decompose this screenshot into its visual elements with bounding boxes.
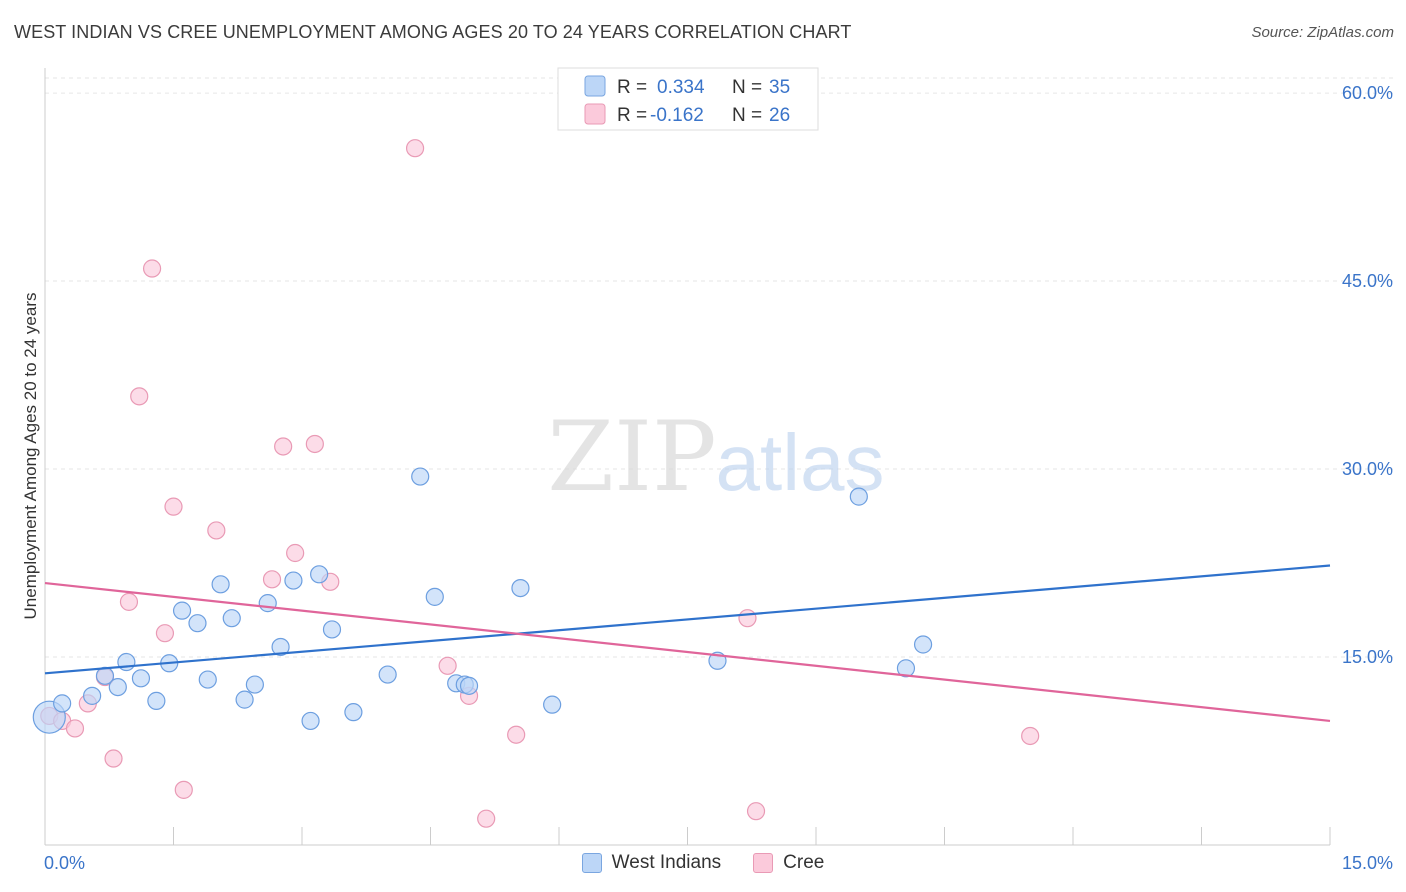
cree-point-23 bbox=[738, 609, 757, 628]
cree-trend-line bbox=[44, 581, 1331, 723]
legend-r-label-blue: R = bbox=[617, 77, 647, 98]
west-indians-point-2 bbox=[83, 686, 102, 705]
x-tick-label-0: 0.0% bbox=[44, 853, 85, 873]
west-indians-point-17 bbox=[271, 637, 290, 657]
west-indians-point-23 bbox=[378, 665, 397, 684]
cree-point-11 bbox=[174, 780, 193, 799]
west-indians-point-13 bbox=[222, 609, 241, 628]
y-tick-label-0: 15.0% bbox=[1342, 647, 1393, 667]
west-indians-point-1 bbox=[53, 694, 72, 713]
west-indians-point-7 bbox=[147, 691, 166, 710]
chart-title: WEST INDIAN VS CREE UNEMPLOYMENT AMONG A… bbox=[14, 22, 852, 42]
watermark: ZIP atlas bbox=[547, 401, 884, 513]
west-indians-point-31 bbox=[896, 659, 916, 678]
legend-swatch-blue bbox=[581, 853, 602, 873]
x-ticks bbox=[44, 827, 1331, 845]
legend-item-west-indians[interactable]: West Indians bbox=[581, 852, 722, 874]
legend-r-value-blue: 0.334 bbox=[657, 77, 705, 98]
cree-point-13 bbox=[262, 570, 282, 589]
x-tick-label-1: 15.0% bbox=[1342, 853, 1393, 873]
y-tick-label-1: 30.0% bbox=[1342, 459, 1393, 479]
trend-lines bbox=[44, 564, 1331, 723]
cree-point-9 bbox=[155, 624, 175, 643]
west-indians-point-6 bbox=[131, 669, 151, 688]
west-indians-point-25 bbox=[425, 587, 444, 606]
legend-bottom: West Indians Cree bbox=[0, 852, 1406, 874]
legend-r-label-pink: R = bbox=[617, 105, 647, 126]
cree-point-25 bbox=[1021, 726, 1040, 746]
cree-point-10 bbox=[164, 497, 183, 516]
west-indians-point-21 bbox=[322, 620, 342, 639]
watermark-zip: ZIP bbox=[547, 401, 716, 513]
cree-point-15 bbox=[286, 543, 305, 563]
cree-point-8 bbox=[142, 259, 162, 278]
cree-point-21 bbox=[477, 809, 496, 828]
legend-r-value-pink: -0.162 bbox=[650, 105, 704, 126]
west-indians-point-19 bbox=[301, 711, 320, 731]
west-indians-point-22 bbox=[344, 703, 363, 722]
west-indians-point-20 bbox=[310, 565, 329, 584]
west-indians-point-32 bbox=[913, 635, 933, 654]
west-indians-trend-line bbox=[44, 564, 1331, 675]
cree-point-24 bbox=[746, 802, 766, 821]
cree-point-2 bbox=[65, 719, 85, 738]
west-indians-point-24 bbox=[411, 467, 430, 486]
cree-points bbox=[40, 139, 1040, 828]
y-tick-label-3: 60.0% bbox=[1342, 83, 1393, 103]
west-indians-point-12 bbox=[211, 575, 230, 594]
west-indians-point-29 bbox=[543, 695, 562, 714]
west-indians-point-33 bbox=[849, 487, 868, 506]
legend-n-value-blue: 35 bbox=[769, 77, 790, 98]
chart-source: Source: ZipAtlas.com bbox=[1251, 24, 1394, 41]
cree-point-19 bbox=[438, 656, 457, 675]
west-indians-point-15 bbox=[245, 675, 264, 694]
cree-point-22 bbox=[507, 725, 526, 744]
legend-label-west-indians: West Indians bbox=[611, 852, 722, 873]
legend-swatch-pink bbox=[753, 853, 774, 873]
legend-label-cree: Cree bbox=[783, 852, 825, 873]
west-indians-point-14 bbox=[235, 690, 254, 709]
grid-lines bbox=[45, 77, 1395, 658]
x-tick-labels: 0.0% 15.0% bbox=[44, 853, 1393, 873]
cree-point-14 bbox=[274, 437, 293, 456]
cree-point-12 bbox=[207, 521, 226, 540]
legend-n-label-pink: N = bbox=[732, 105, 762, 126]
west-indians-point-34 bbox=[459, 676, 479, 695]
y-axis-label: Unemployment Among Ages 20 to 24 years bbox=[21, 293, 40, 620]
west-indians-point-4 bbox=[108, 677, 127, 697]
west-indians-point-11 bbox=[198, 670, 217, 689]
west-indians-point-18 bbox=[284, 571, 303, 590]
cree-point-7 bbox=[130, 387, 149, 406]
y-tick-labels: 15.0% 30.0% 45.0% 60.0% bbox=[1342, 83, 1393, 667]
west-indians-point-16 bbox=[258, 594, 277, 613]
west-indians-point-10 bbox=[188, 614, 207, 633]
cree-point-18 bbox=[405, 139, 425, 158]
y-tick-label-2: 45.0% bbox=[1342, 271, 1393, 291]
legend-item-cree[interactable]: Cree bbox=[753, 852, 824, 874]
legend-n-label-blue: N = bbox=[732, 77, 762, 98]
cree-point-16 bbox=[305, 434, 324, 454]
cree-point-5 bbox=[104, 749, 123, 768]
cree-point-6 bbox=[119, 592, 139, 611]
west-indians-point-28 bbox=[511, 578, 530, 598]
west-indians-point-9 bbox=[172, 601, 192, 620]
legend-n-value-pink: 26 bbox=[769, 105, 790, 126]
legend-top: R = 0.334 N = 35 R = -0.162 N = 26 bbox=[557, 67, 819, 131]
